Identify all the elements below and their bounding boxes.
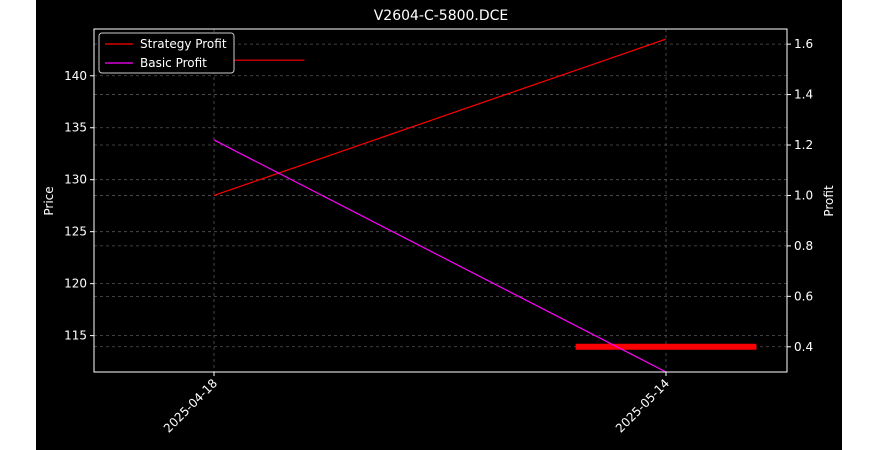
y-left-tick-label: 120 <box>64 277 87 291</box>
y-right-tick-label: 0.8 <box>794 239 813 253</box>
y-left-tick-label: 115 <box>64 329 87 343</box>
series-line-strategy-profit <box>213 38 667 197</box>
series-line-basic-profit <box>213 139 667 373</box>
y-right-tick-label: 1.4 <box>794 88 813 102</box>
y-axis-label-left: Price <box>42 186 56 215</box>
series-group <box>213 38 757 373</box>
plot-frame <box>93 28 788 373</box>
y-axis-label-right: Profit <box>822 185 836 217</box>
y-right-tick-label: 1.2 <box>794 138 813 152</box>
y-right-tick-label: 0.6 <box>794 289 813 303</box>
y-left-tick-label: 130 <box>64 173 87 187</box>
grid-lines <box>94 29 787 372</box>
y-right-tick-label: 1.0 <box>794 188 813 202</box>
y-left-tick-label: 135 <box>64 121 87 135</box>
x-tick-label: 2025-05-14 <box>613 376 672 435</box>
legend-entry-label: Strategy Profit <box>140 37 227 51</box>
x-tick-label: 2025-04-18 <box>161 376 220 435</box>
y-right-tick-label: 1.6 <box>794 37 813 51</box>
y-left-tick-label: 140 <box>64 69 87 83</box>
legend-entry-label: Basic Profit <box>140 56 207 70</box>
legend: Strategy Profit Basic Profit <box>98 32 235 74</box>
chart-figure: V2604-C-5800.DCE 115 120 125 130 135 140 0.4 0.… <box>36 0 842 450</box>
chart-svg: V2604-C-5800.DCE 115 120 125 130 135 140 0.4 0.… <box>42 8 836 435</box>
axes-group: 115 120 125 130 135 140 0.4 0.6 0.8 1.0 1.2 1.4 1.6 2… <box>64 28 813 435</box>
y-right-tick-label: 0.4 <box>794 340 813 354</box>
chart-title: V2604-C-5800.DCE <box>374 8 509 24</box>
y-left-tick-label: 125 <box>64 225 87 239</box>
